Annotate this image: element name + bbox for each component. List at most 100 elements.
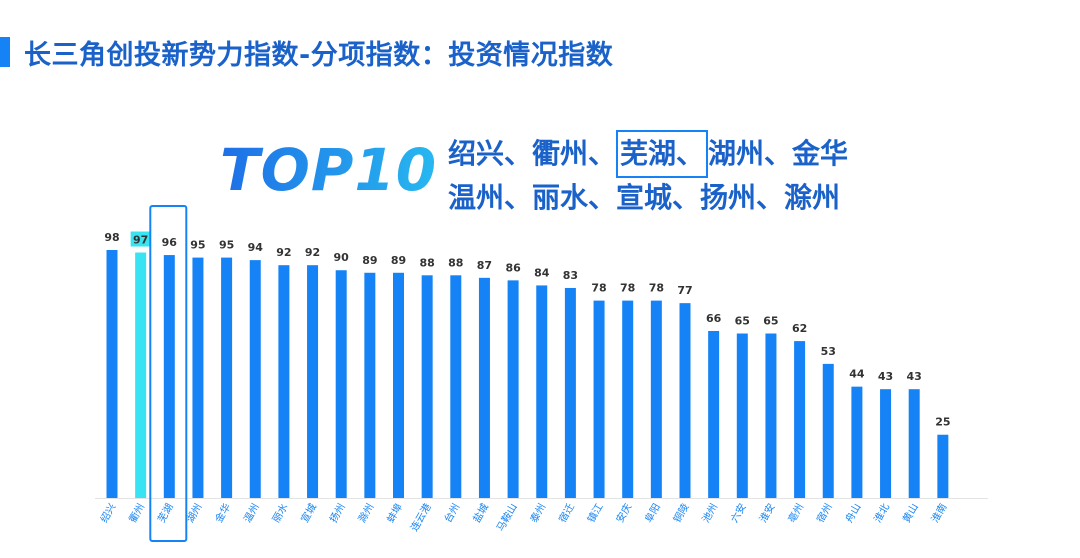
value-label: 88 [419, 256, 434, 269]
value-label: 96 [162, 236, 178, 249]
category-label: 温州 [241, 502, 261, 525]
category-label: 铜陵 [671, 502, 691, 525]
bar [679, 303, 691, 498]
category-label: 衢州 [127, 502, 147, 525]
category-label: 金华 [212, 501, 233, 525]
value-label: 83 [563, 269, 578, 282]
bar [163, 255, 175, 498]
category-label: 宣城 [298, 501, 319, 525]
value-label: 98 [104, 231, 119, 244]
value-label: 95 [219, 239, 234, 252]
highlight-box [149, 205, 188, 542]
bar [908, 389, 920, 498]
bar [708, 330, 720, 498]
bar [249, 260, 261, 498]
bar [851, 386, 863, 498]
top10-line-2: 温州、丽水、宣城、扬州、滁州 [448, 181, 841, 214]
category-label: 淮安 [756, 501, 777, 525]
category-label: 盐城 [470, 501, 491, 525]
top10-highlight: 芜湖、 [616, 130, 709, 178]
category-label: 宿州 [814, 501, 835, 525]
bar [393, 272, 404, 498]
category-label: 马鞍山 [493, 501, 519, 533]
category-label: 滁州 [355, 501, 376, 525]
bar [650, 300, 662, 498]
category-label: 绍兴 [97, 501, 118, 525]
value-label: 65 [763, 315, 778, 328]
value-label: 86 [505, 261, 521, 274]
value-label: 53 [821, 345, 836, 358]
category-label: 丽水 [270, 502, 290, 525]
bar [421, 275, 433, 498]
value-label: 78 [620, 282, 635, 295]
bar [278, 265, 290, 498]
category-label: 舟山 [842, 501, 863, 525]
value-label: 97 [133, 234, 148, 247]
bar [478, 277, 490, 498]
bar [880, 389, 892, 498]
category-label: 池州 [699, 501, 720, 525]
category-label: 六安 [728, 501, 749, 525]
top10-badge: TOP10 [220, 136, 438, 204]
value-label: 43 [878, 370, 893, 383]
category-label: 黄山 [900, 501, 921, 525]
page-title: 长三角创投新势力指数-分项指数：投资情况指数 [24, 40, 614, 71]
value-label: 92 [305, 246, 320, 259]
top10-line-1: 绍兴、衢州、 芜湖、 湖州、金华 [448, 130, 849, 178]
category-label: 台州 [441, 501, 462, 525]
bar [135, 252, 147, 498]
category-label: 宿迁 [556, 501, 577, 525]
value-label: 89 [362, 254, 377, 267]
category-label: 阜阳 [642, 501, 663, 525]
category-label: 泰州 [527, 501, 548, 525]
value-label: 62 [792, 322, 807, 335]
bar [507, 280, 519, 498]
top10-line-1-a: 绍兴、衢州、 [448, 137, 617, 170]
top10-list: 绍兴、衢州、 芜湖、 湖州、金华 温州、丽水、宣城、扬州、滁州 [448, 130, 849, 218]
bar [622, 300, 634, 498]
value-label: 43 [907, 370, 922, 383]
bar [765, 333, 777, 498]
top10-line-1-b: 湖州、金华 [708, 137, 849, 170]
category-label: 蚌埠 [384, 501, 405, 525]
category-label: 连云港 [407, 501, 433, 533]
bar [364, 272, 376, 498]
bar [593, 300, 605, 498]
value-label: 65 [735, 315, 750, 328]
category-label: 芜湖 [155, 501, 176, 525]
value-label: 89 [391, 254, 406, 267]
category-label: 淮南 [928, 501, 949, 525]
bar [736, 333, 748, 498]
value-label: 66 [706, 312, 722, 325]
category-label: 淮北 [872, 502, 892, 525]
category-label: 镇江 [584, 501, 605, 525]
value-label: 44 [849, 368, 865, 381]
value-label: 87 [477, 259, 492, 272]
value-label: 25 [935, 416, 950, 429]
bar [536, 285, 548, 498]
bar [192, 257, 204, 498]
bar [106, 250, 118, 498]
value-label: 90 [334, 251, 350, 264]
bar [822, 363, 834, 498]
category-label: 扬州 [327, 501, 348, 525]
bar [564, 287, 576, 498]
bar [450, 275, 462, 498]
value-label: 84 [534, 266, 550, 279]
title-accent-bar [0, 37, 10, 67]
value-label: 78 [649, 282, 664, 295]
value-label: 92 [276, 246, 291, 259]
bar [335, 270, 347, 498]
value-label: 88 [448, 256, 463, 269]
bar [307, 265, 319, 498]
value-label: 95 [190, 239, 205, 252]
category-label: 亳州 [785, 501, 806, 525]
bar [937, 434, 949, 498]
value-label: 77 [677, 284, 692, 297]
value-label: 94 [248, 241, 264, 254]
bar [221, 257, 233, 498]
bar [794, 341, 806, 498]
category-label: 安庆 [613, 501, 634, 525]
value-label: 78 [591, 282, 606, 295]
